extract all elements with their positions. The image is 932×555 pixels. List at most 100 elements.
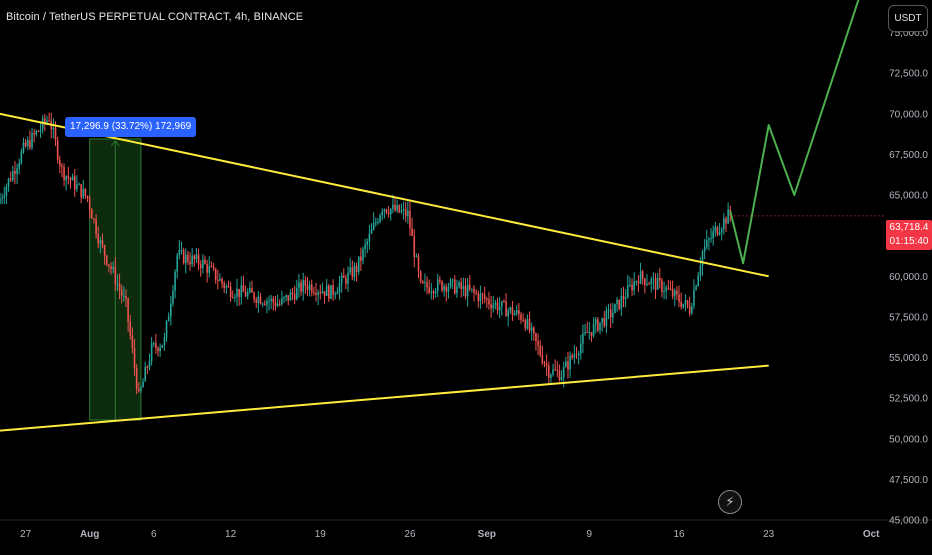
y-tick-label: 45,000.0 [889,516,928,527]
last-price-tag: 63,718.4 01:15:40 [886,220,932,250]
candle-up [526,319,529,329]
candle-down [669,288,672,290]
candle-up [616,299,618,304]
candle-down [231,297,234,299]
candle-up [492,304,495,309]
candle-up [652,278,655,280]
candle-down [545,363,548,366]
candle-up [500,301,503,307]
candle-up [691,306,693,314]
projection-path [729,0,860,265]
candle-down [251,288,253,293]
candle-up [78,184,80,186]
candle-up [163,337,166,346]
candle-down [80,184,82,198]
candle-down [146,367,149,369]
candle-down [91,209,93,219]
candle-up [720,229,723,233]
candle-down [197,254,200,265]
candle-down [14,170,16,174]
candle-up [656,277,659,290]
candle-up [703,247,706,252]
candle-up [99,240,102,244]
candle-down [460,282,463,289]
candle-up [142,381,144,388]
candle-down [125,295,127,299]
candle-up [26,140,29,147]
y-tick-label: 65,000.0 [889,191,928,202]
candle-down [332,285,334,295]
candle-up [400,210,403,213]
candle-up [447,287,450,292]
candle-up [479,293,482,302]
candle-down [648,283,650,285]
candle-down [37,131,40,133]
candle-up [236,288,238,297]
candle-down [9,178,12,181]
candle-down [306,285,309,290]
candles-layer [0,112,732,395]
candle-down [432,291,435,294]
candle-down [351,267,354,277]
candle-up [298,282,300,288]
candle-down [319,292,322,294]
candle-down [488,299,490,305]
candle-up [71,176,74,181]
candle-up [76,184,78,190]
candle-down [93,218,95,220]
candle-up [451,279,454,281]
candle-down [323,291,326,296]
candle-down [411,228,413,236]
candle-down [398,205,401,213]
candle-down [345,277,347,284]
candle-down [108,264,110,267]
candle-up [663,291,665,293]
candle-down [114,267,117,284]
candle-down [118,283,121,290]
candle-up [276,303,279,307]
candle-down [477,293,480,302]
candle-down [725,218,727,224]
candle-up [167,316,170,322]
candle-up [270,298,272,302]
candle-up [584,332,586,334]
candle-down [182,249,185,264]
x-axis: 27 Aug 6 12 19 26 Sep 9 16 23 Oct [20,529,880,540]
candle-up [18,162,21,169]
x-tick-label: 26 [404,529,416,540]
candle-down [129,321,132,336]
candle-up [607,309,610,311]
candle-up [39,129,42,132]
y-tick-label: 50,000.0 [889,434,928,445]
candle-up [471,288,473,290]
candle-down [385,209,388,213]
candle-up [219,278,221,281]
candle-down [667,287,670,289]
candle-down [505,301,507,317]
candle-up [682,303,685,308]
candle-up [710,238,712,240]
candle-down [259,296,262,304]
bar-countdown: 01:15:40 [889,236,929,247]
candle-up [629,284,631,286]
candle-up [16,168,18,174]
candle-up [191,255,193,265]
candle-down [238,288,240,297]
candle-up [296,287,298,300]
lightning-icon[interactable]: ⚡ [718,490,742,514]
x-tick-label: 16 [673,529,685,540]
candle-up [35,131,38,135]
candle-down [56,140,59,160]
candle-down [618,299,621,309]
candle-down [688,305,691,314]
candle-up [184,254,187,264]
candle-down [67,176,70,179]
currency-unit-button[interactable]: USDT [888,5,928,32]
candle-down [58,159,61,166]
chart-title: Bitcoin / TetherUS PERPETUAL CONTRACT, 4… [6,11,304,23]
candle-up [116,283,119,285]
candle-up [246,292,249,297]
candle-up [165,321,168,338]
